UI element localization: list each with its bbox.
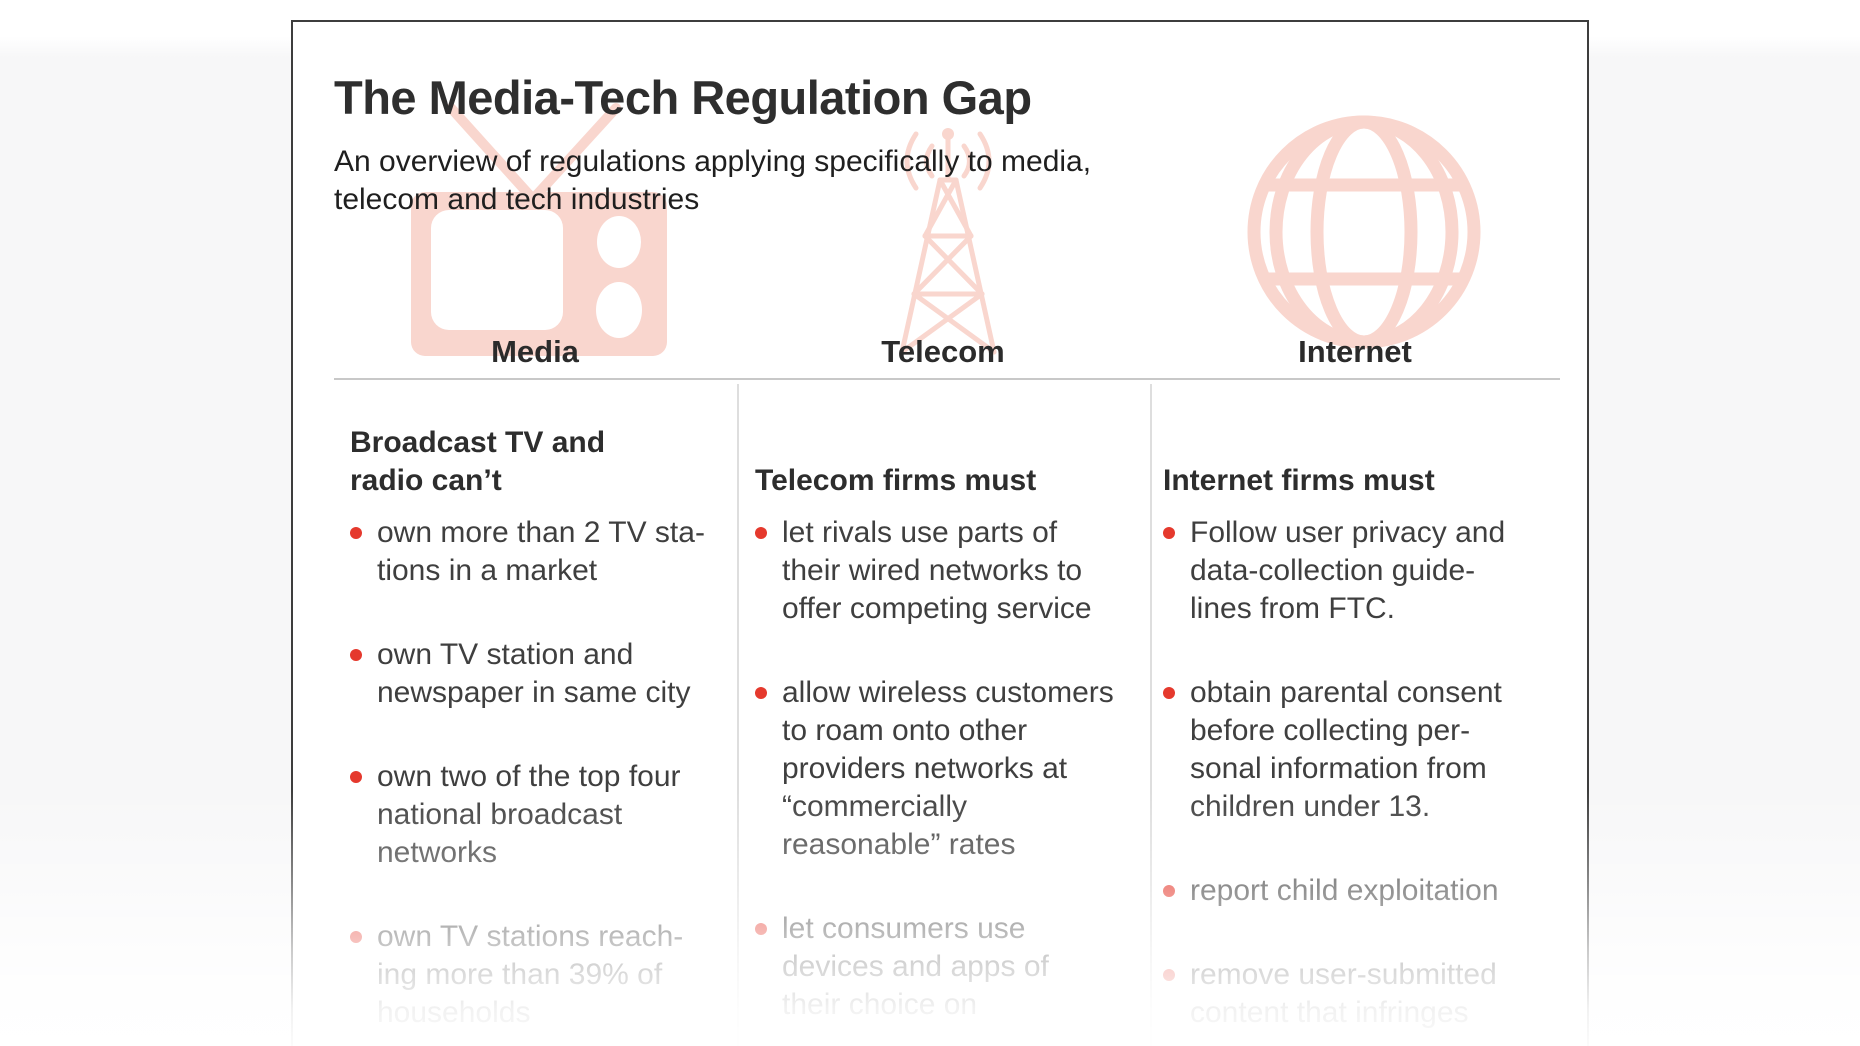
bullet-dot — [350, 771, 362, 783]
bullet-dot — [755, 527, 767, 539]
bullet-item: own TV stations reach- ing more than 39%… — [350, 918, 728, 1032]
bullet-dot — [350, 931, 362, 943]
bullet-dot — [1163, 527, 1175, 539]
globe-icon — [1247, 115, 1481, 349]
bullet-item: let rivals use parts of their wired netw… — [755, 514, 1140, 628]
bullet-text: Follow user privacy and data-collection … — [1190, 516, 1506, 625]
header-rule — [334, 378, 1560, 380]
bullet-item: own TV station and newspaper in same cit… — [350, 636, 728, 712]
column-label-telecom: Telecom — [881, 334, 1005, 369]
bullet-item: Follow user privacy and data-collection … — [1163, 514, 1555, 628]
page-title: The Media-Tech Regulation Gap — [334, 71, 1032, 124]
column-heading: Broadcast TV and radio can’t — [350, 426, 606, 497]
bullet-item: remove user-submitted content that infri… — [1163, 956, 1555, 1032]
content-frame: The Media-Tech Regulation Gap An overvie… — [291, 20, 1589, 1046]
bullet-text: let rivals use parts of their wired netw… — [782, 516, 1092, 625]
column-label-media: Media — [491, 334, 579, 369]
column-media: Broadcast TV and radio can’t own more th… — [350, 424, 728, 1046]
bullet-item: obtain parental consent before collectin… — [1163, 674, 1555, 826]
page-subtitle: An overview of regulations applying spec… — [334, 145, 1092, 216]
tv-icon — [411, 103, 667, 356]
bullet-dot — [1163, 969, 1175, 981]
bullet-text: report child exploitation — [1190, 874, 1499, 907]
bullet-dot — [1163, 885, 1175, 897]
bullet-text: own two of the top four national broadca… — [377, 760, 681, 869]
column-internet: Internet firms must Follow user privacy … — [1163, 424, 1555, 1046]
bullet-text: allow wireless customers to roam onto ot… — [782, 676, 1114, 861]
bullet-dot — [755, 923, 767, 935]
bullet-dot — [350, 649, 362, 661]
bullet-text: own TV station and newspaper in same cit… — [377, 638, 691, 709]
column-heading: Internet firms must — [1163, 464, 1435, 497]
bullet-text: let consumers use devices and apps of th… — [782, 912, 1049, 1021]
column-heading: Telecom firms must — [755, 464, 1037, 497]
bullet-text: obtain parental consent before collectin… — [1190, 676, 1502, 823]
bullet-item: report child exploitation — [1163, 872, 1555, 910]
column-telecom: Telecom firms must let rivals use parts … — [755, 424, 1140, 1046]
bullet-dot — [1163, 687, 1175, 699]
bullet-item: let consumers use devices and apps of th… — [755, 910, 1140, 1024]
column-label-internet: Internet — [1298, 334, 1412, 369]
bullet-text: own TV stations reach- ing more than 39%… — [377, 920, 684, 1029]
bullet-text: own more than 2 TV sta- tions in a marke… — [377, 516, 705, 587]
bullet-text: remove user-submitted content that infri… — [1190, 958, 1497, 1029]
bullet-item: allow wireless customers to roam onto ot… — [755, 674, 1140, 864]
bullet-dot — [755, 687, 767, 699]
column-divider — [1150, 384, 1152, 1046]
bullet-dot — [350, 527, 362, 539]
column-divider — [737, 384, 739, 1046]
bullet-item: own more than 2 TV sta- tions in a marke… — [350, 514, 728, 590]
bullet-item: own two of the top four national broadca… — [350, 758, 728, 872]
